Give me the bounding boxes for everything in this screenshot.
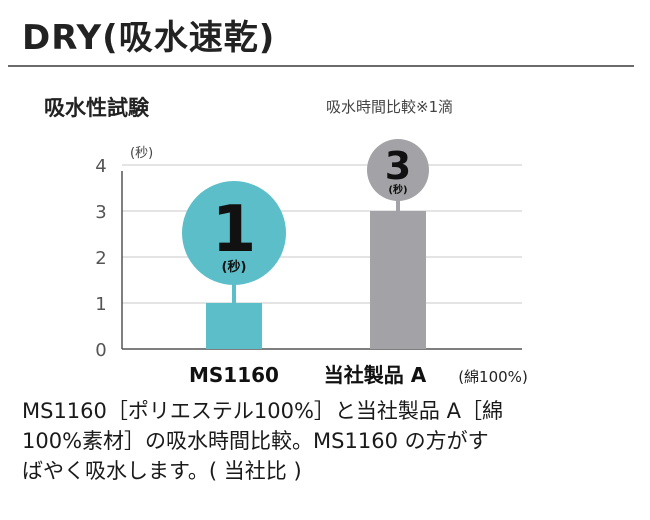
data-label-value: 3	[385, 144, 411, 188]
caption: MS1160［ポリエステル100%］と当社製品 A［綿 100%素材］の吸水時間…	[22, 396, 632, 486]
data-label-unit: (秒)	[222, 259, 247, 275]
title-divider	[8, 65, 634, 67]
callout-circle	[367, 139, 429, 201]
x-category-label: 当社製品 A	[324, 363, 427, 387]
chart-title: 吸水性試験	[44, 96, 149, 120]
caption-line: 100%素材］の吸水時間比較。MS1160 の方がす	[22, 429, 489, 453]
y-axis-unit-label: (秒)	[130, 146, 153, 161]
y-tick-label: 2	[95, 248, 106, 269]
bar-ms1160	[206, 303, 262, 349]
data-label-unit: (秒)	[388, 183, 407, 196]
callout-circle	[182, 181, 286, 285]
caption-line: MS1160［ポリエステル100%］と当社製品 A［綿	[22, 399, 503, 423]
caption-line: ばやく吸水します。( 当社比 )	[22, 459, 302, 483]
x-category-note: (綿100%)	[458, 368, 528, 386]
data-label-value: 1	[212, 193, 257, 267]
y-tick-label: 1	[95, 294, 106, 315]
x-category-label: MS1160	[189, 363, 279, 387]
y-tick-label: 4	[95, 156, 106, 177]
comparison-note: 吸水時間比較※1滴	[326, 98, 454, 116]
page-title: DRY(吸水速乾)	[22, 18, 276, 58]
bar-当社製品-a	[370, 211, 426, 349]
y-tick-label: 3	[95, 202, 106, 223]
y-tick-label: 0	[95, 340, 106, 361]
